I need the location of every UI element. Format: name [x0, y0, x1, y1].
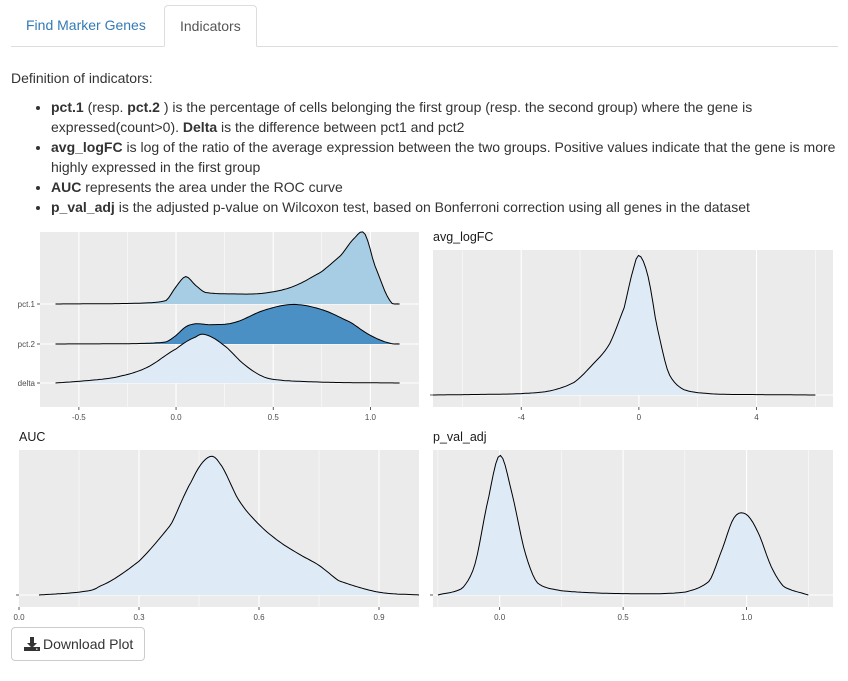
indicator-density-plots: -0.5 0.0 0.5 1.0 pct.1 pct.2 delta -4 0 4 avg_logF… — [13, 230, 833, 622]
term-pval: p_val_adj — [51, 199, 115, 215]
x-tick-label: 0.5 — [618, 613, 630, 622]
definition-pct: pct.1 (resp. pct.2 ) is the percentage o… — [51, 97, 841, 137]
text-resp: (resp. — [83, 99, 128, 115]
download-plot-label: Download Plot — [43, 636, 134, 652]
ridge-label-pct1: pct.1 — [18, 300, 36, 309]
definition-logfc: avg_logFC is log of the ratio of the ave… — [51, 137, 841, 177]
term-logfc: avg_logFC — [51, 139, 123, 155]
definition-title: Definition of indicators: — [11, 70, 153, 86]
text-auc: represents the area under the ROC curve — [81, 179, 343, 195]
panel-title: avg_logFC — [433, 230, 493, 244]
x-tick-label: 0.3 — [133, 613, 145, 622]
x-tick-label: 0.9 — [373, 613, 385, 622]
density-line — [38, 455, 420, 596]
term-pct2: pct.2 — [127, 99, 160, 115]
definition-pval: p_val_adj is the adjusted p-value on Wil… — [51, 197, 841, 217]
term-pct1: pct.1 — [51, 99, 84, 115]
x-tick-label: 4 — [754, 413, 759, 422]
ridge-label-pct2: pct.2 — [18, 340, 36, 349]
panel-title: p_val_adj — [433, 430, 487, 444]
density-area — [433, 255, 816, 395]
tab-bar: Find Marker Genes Indicators — [11, 5, 838, 47]
term-delta: Delta — [182, 119, 218, 135]
density-area — [39, 456, 419, 595]
ridge-line-delta — [55, 333, 400, 384]
text-delta: is the difference between pct1 and pct2 — [217, 119, 465, 135]
x-tick-label: 1.0 — [365, 413, 377, 422]
x-tick-label: 0 — [637, 413, 642, 422]
x-tick-label: 0.5 — [268, 413, 280, 422]
panel-title: AUC — [19, 430, 45, 444]
text-logfc: is log of the ratio of the average expre… — [51, 139, 836, 175]
ridge-area-delta — [55, 334, 400, 383]
term-auc: AUC — [51, 179, 82, 195]
x-tick-label: 0.0 — [13, 613, 25, 622]
x-tick-label: 0.0 — [170, 413, 182, 422]
text-pct: ) is the percentage of cells belonging t… — [51, 99, 753, 135]
ridge-line-pct1 — [55, 231, 400, 305]
density-area — [437, 455, 809, 595]
tab-find-marker-genes[interactable]: Find Marker Genes — [26, 17, 146, 33]
definitions-list: pct.1 (resp. pct.2 ) is the percentage o… — [11, 97, 841, 217]
x-tick-label: 0.6 — [253, 613, 265, 622]
density-line — [433, 254, 816, 396]
download-icon — [24, 637, 40, 651]
ridge-label-delta: delta — [18, 379, 36, 388]
density-line — [437, 454, 809, 596]
ridge-line-pct2 — [55, 303, 400, 345]
definition-auc: AUC represents the area under the ROC cu… — [51, 177, 841, 197]
text-pval: is the adjusted p-value on Wilcoxon test… — [114, 199, 750, 215]
x-tick-label: -4 — [518, 413, 526, 422]
download-plot-button[interactable]: Download Plot — [11, 627, 145, 661]
x-tick-label: -0.5 — [72, 413, 86, 422]
x-tick-label: 1.0 — [741, 613, 753, 622]
ridge-area-pct1 — [55, 231, 400, 304]
tab-indicators[interactable]: Indicators — [164, 5, 257, 47]
x-tick-label: 0.0 — [494, 613, 506, 622]
